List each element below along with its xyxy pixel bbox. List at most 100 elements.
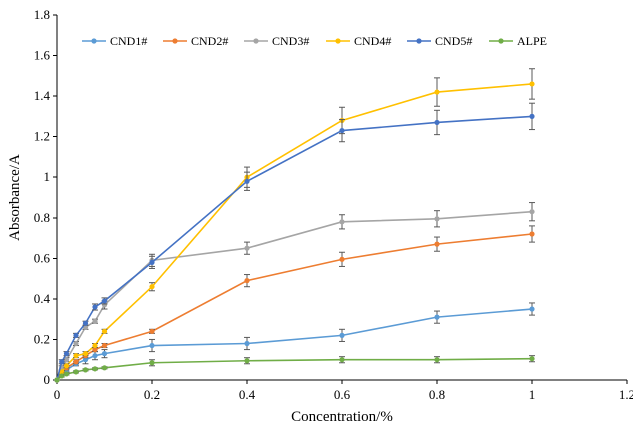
axes: 0 0.2 0.4 0.6 0.8 1 1.2 1.4 1.6 1.8 0 0.2 0.4 0.6 0.8 1… xyxy=(34,7,633,402)
data-point xyxy=(529,113,535,119)
legend-marker xyxy=(498,38,504,44)
y-tick-label: 1.6 xyxy=(34,48,51,63)
legend-item: CND5# xyxy=(407,34,472,48)
data-point xyxy=(339,127,345,134)
legend-label: ALPE xyxy=(517,34,547,48)
legend-label: CND1# xyxy=(110,34,147,48)
data-point xyxy=(244,340,250,347)
series-layer xyxy=(54,68,535,383)
data-point xyxy=(63,357,70,363)
series-line xyxy=(56,115,533,381)
x-tick-label: 0.2 xyxy=(144,387,160,402)
data-point xyxy=(149,284,155,290)
x-tick-label: 0.6 xyxy=(334,387,351,402)
data-point xyxy=(92,318,98,324)
series-line xyxy=(56,308,533,381)
series-alpe xyxy=(54,355,535,383)
legend-item: CND4# xyxy=(326,34,391,48)
legend-marker xyxy=(91,38,97,44)
data-point xyxy=(529,356,535,362)
data-point xyxy=(101,351,108,357)
data-point xyxy=(92,342,98,349)
data-point xyxy=(244,358,250,364)
data-point xyxy=(92,366,98,372)
data-point xyxy=(73,359,79,365)
y-tick-label: 0.4 xyxy=(34,291,51,306)
series-line xyxy=(56,357,533,381)
data-point xyxy=(59,373,65,379)
data-point xyxy=(529,209,535,215)
data-point xyxy=(434,241,440,247)
data-point xyxy=(529,231,535,237)
data-point xyxy=(92,346,98,353)
legend-label: CND4# xyxy=(354,34,391,48)
data-point xyxy=(82,357,89,363)
data-point xyxy=(434,357,440,363)
data-point xyxy=(149,360,155,366)
data-point xyxy=(149,342,155,349)
y-tick-label: 0 xyxy=(44,372,51,387)
data-point xyxy=(434,216,440,222)
data-point xyxy=(59,369,65,375)
legend-marker xyxy=(416,38,422,44)
x-tick-label: 0 xyxy=(54,387,61,402)
y-tick-label: 0.8 xyxy=(34,210,50,225)
data-point xyxy=(101,328,108,334)
y-tick-label: 1 xyxy=(44,169,51,184)
data-point xyxy=(63,363,70,369)
data-point xyxy=(101,365,108,371)
series-line xyxy=(56,83,533,381)
data-point xyxy=(339,256,345,262)
series-cnd4 xyxy=(54,68,535,383)
x-tick-label: 0.4 xyxy=(239,387,256,402)
legend-marker xyxy=(335,38,341,44)
data-point xyxy=(244,278,250,284)
x-tick-label: 1 xyxy=(529,387,536,402)
series-cnd5 xyxy=(54,102,535,383)
data-point xyxy=(101,342,108,349)
data-point xyxy=(63,351,70,357)
x-axis-title: Concentration/% xyxy=(291,409,393,425)
data-point xyxy=(54,377,60,383)
y-tick-label: 0.6 xyxy=(34,250,51,265)
data-point xyxy=(92,304,98,310)
data-point xyxy=(63,371,70,377)
y-tick-label: 1.2 xyxy=(34,129,50,144)
data-point xyxy=(529,81,535,87)
data-point xyxy=(73,353,79,359)
data-point xyxy=(82,351,89,357)
y-tick-label: 1.8 xyxy=(34,7,50,22)
y-tick-label: 1.4 xyxy=(34,88,51,103)
data-point xyxy=(434,119,440,126)
series-line xyxy=(56,210,533,381)
data-point xyxy=(82,367,89,373)
data-point xyxy=(92,353,98,359)
data-point xyxy=(244,245,250,251)
y-tick-label: 0.2 xyxy=(34,331,50,346)
data-point xyxy=(434,89,440,95)
series-line xyxy=(56,233,533,381)
data-point xyxy=(82,320,89,326)
x-tick-label: 1.2 xyxy=(619,387,633,402)
legend-marker xyxy=(253,38,259,44)
data-point xyxy=(149,259,155,265)
data-point xyxy=(59,359,65,365)
data-point xyxy=(244,178,250,184)
data-point xyxy=(529,306,535,312)
data-point xyxy=(73,340,79,347)
legend-item: ALPE xyxy=(489,34,547,48)
data-point xyxy=(339,357,345,363)
series-cnd3 xyxy=(54,202,535,383)
legend-item: CND3# xyxy=(244,34,309,48)
legend: CND1# CND2# CND3# CND4# CND5# ALPE xyxy=(82,34,547,48)
legend-item: CND2# xyxy=(163,34,228,48)
data-point xyxy=(73,332,79,338)
data-point xyxy=(434,314,440,320)
legend-label: CND2# xyxy=(191,34,228,48)
legend-item: CND1# xyxy=(82,34,147,48)
series-cnd1 xyxy=(54,302,535,383)
data-point xyxy=(339,332,345,338)
legend-marker xyxy=(172,38,178,44)
